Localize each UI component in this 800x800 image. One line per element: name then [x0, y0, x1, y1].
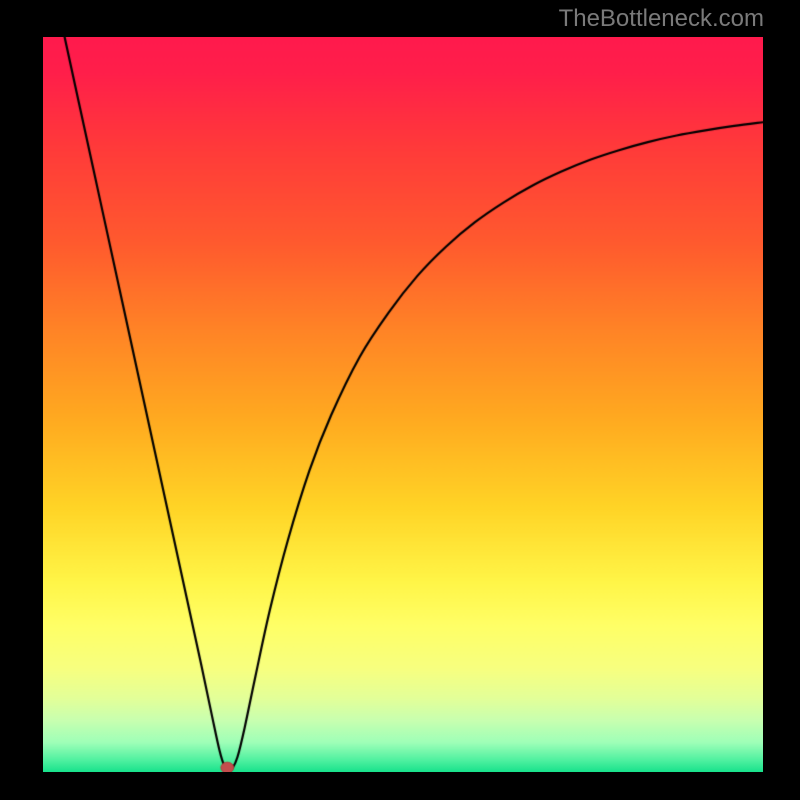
frame: TheBottleneck.com	[0, 0, 800, 800]
plot-area	[43, 37, 763, 772]
plot-canvas	[43, 37, 763, 772]
watermark-label: TheBottleneck.com	[559, 5, 764, 33]
